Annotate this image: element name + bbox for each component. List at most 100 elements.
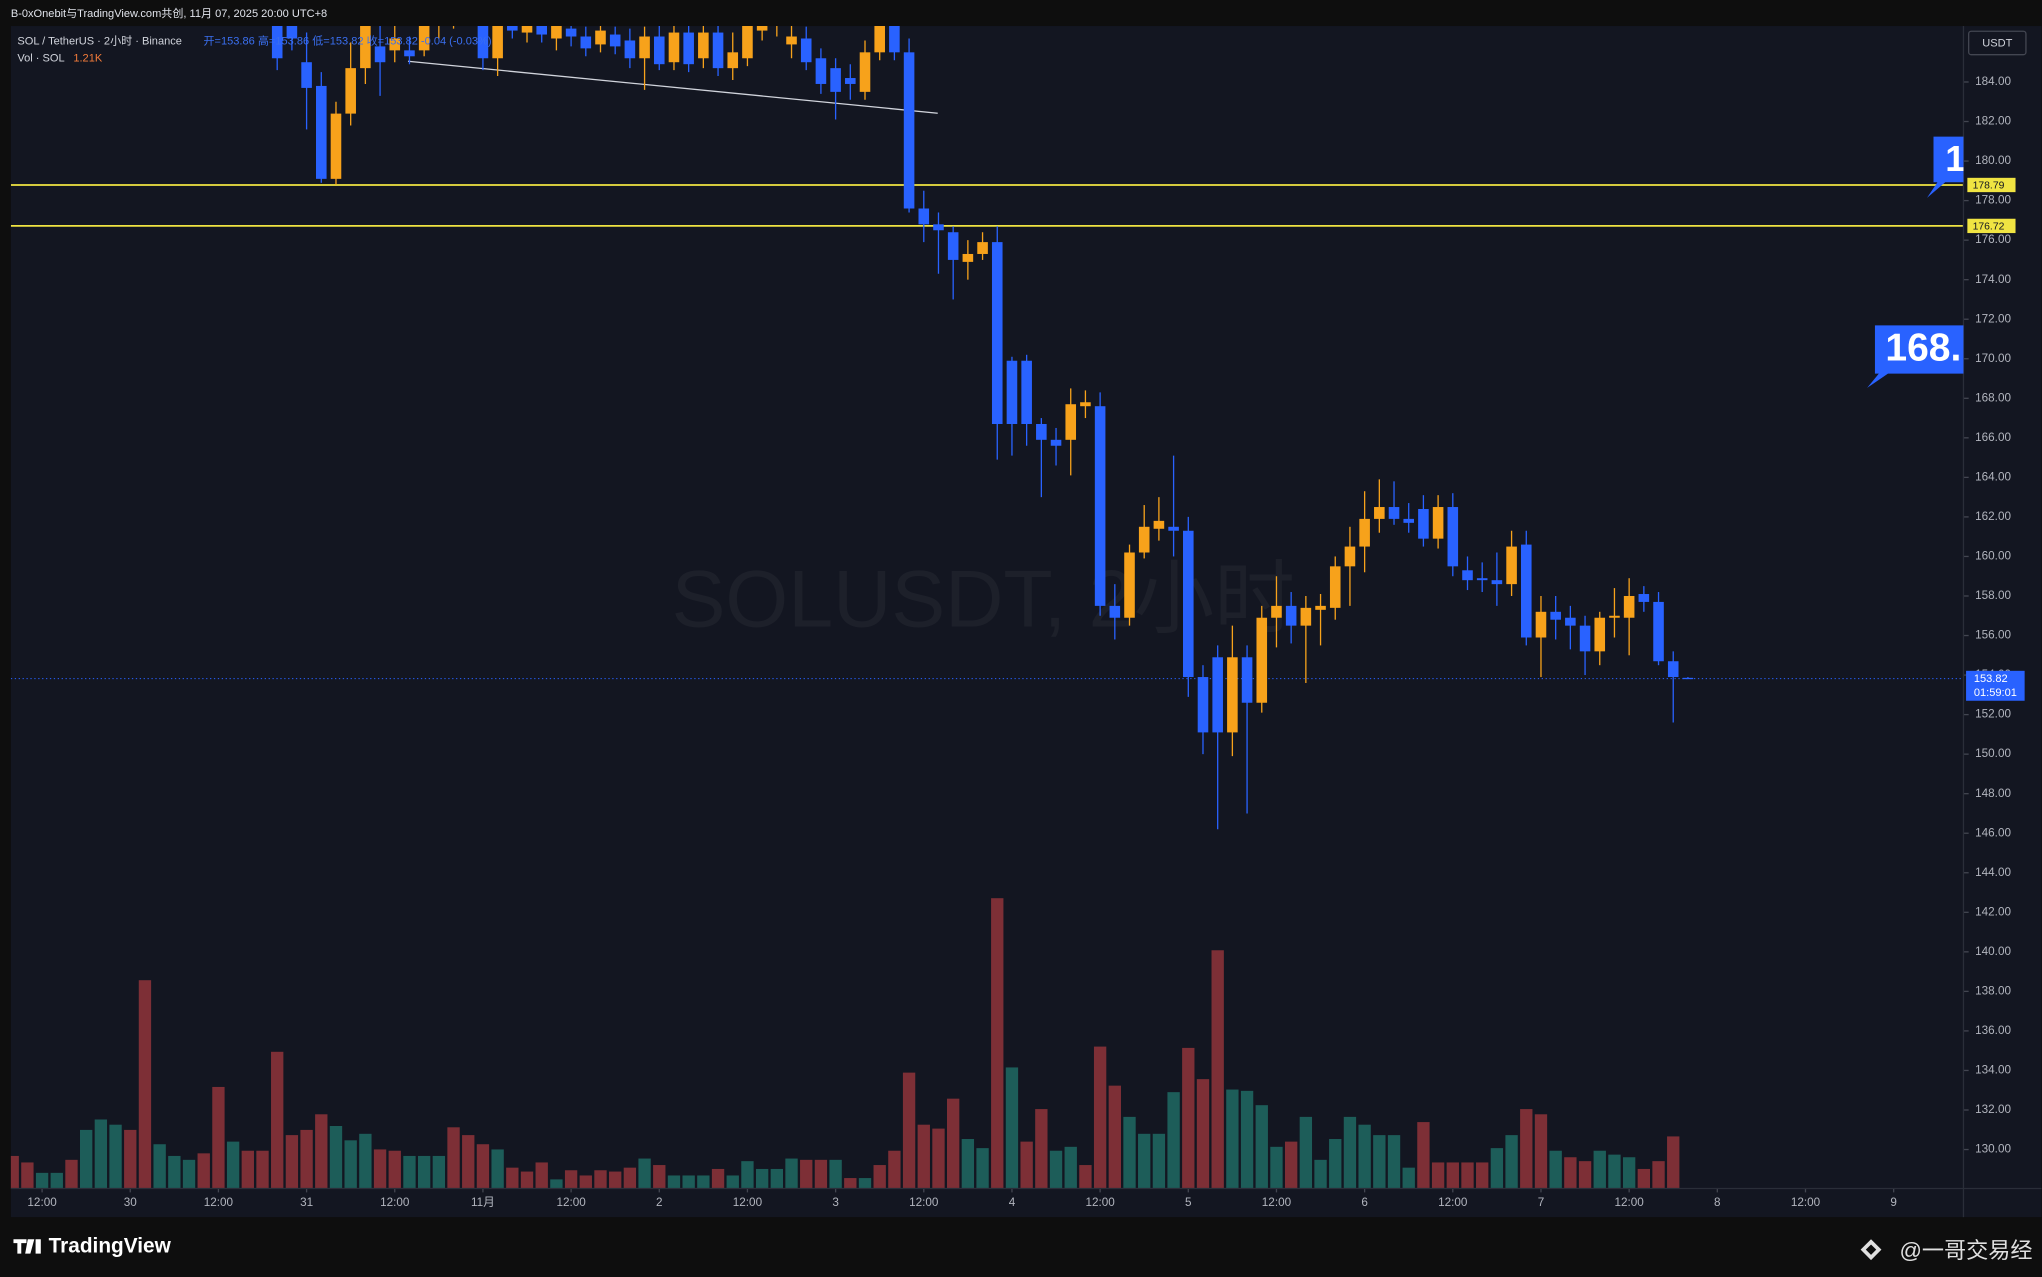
y-tick-label: 184.00 <box>1975 75 2011 88</box>
candle-body <box>1153 520 1165 529</box>
candle-body <box>1565 617 1576 626</box>
volume-bar <box>124 1129 137 1189</box>
candle-body <box>1197 677 1209 733</box>
volume-bar <box>1343 1116 1357 1189</box>
candle-body <box>727 52 739 69</box>
candle-body <box>595 30 606 45</box>
currency-box <box>1968 30 2027 56</box>
candle-body <box>1462 570 1473 581</box>
symbol-legend: SOL / TetherUS · 2小时 · Binance <box>17 35 182 48</box>
candle-body <box>815 58 827 84</box>
candle-body <box>1623 595 1635 618</box>
volume-bar <box>256 1150 269 1189</box>
volume-bar <box>1108 1085 1121 1189</box>
candle-body <box>374 46 386 63</box>
volume-bar <box>1402 1167 1415 1189</box>
volume-bar <box>726 1175 739 1189</box>
volume-bar <box>609 1171 622 1189</box>
candle-body <box>668 32 680 63</box>
candle-body <box>653 36 665 65</box>
volume-bar <box>976 1148 989 1189</box>
candle-body <box>1374 507 1385 519</box>
volume-bar <box>1373 1135 1386 1189</box>
candle-body <box>712 32 724 69</box>
volume-bar <box>1593 1150 1606 1189</box>
candle-body <box>345 68 356 114</box>
y-tick-label: 152.00 <box>1975 708 2011 721</box>
volume-bar <box>344 1140 357 1189</box>
last-price-label: 153.82 <box>1974 673 2008 685</box>
y-tick-label: 166.00 <box>1975 431 2011 444</box>
candle-body <box>301 62 312 88</box>
chart-title: B-0xOnebit与TradingView.com共创, 11月 07, 20… <box>11 7 327 20</box>
callout-box <box>1927 136 1964 198</box>
volume-bar <box>579 1175 592 1189</box>
volume-bar <box>329 1125 343 1189</box>
candle-body <box>977 242 988 254</box>
x-tick-label: 6 <box>1361 1196 1368 1209</box>
volume-bar <box>902 1072 916 1189</box>
candle-body <box>271 26 283 59</box>
volume-bar <box>462 1135 475 1189</box>
candle-body <box>1094 406 1106 606</box>
candle-body <box>1344 546 1356 567</box>
volume-bar <box>1211 950 1224 1189</box>
x-tick-label: 2 <box>656 1196 663 1209</box>
volume-bar <box>697 1175 710 1189</box>
candle-body <box>1388 507 1400 519</box>
volume-bar <box>285 1135 299 1189</box>
logo-icon <box>13 1239 41 1254</box>
volume-bar <box>315 1114 328 1189</box>
volume-bar <box>682 1175 695 1189</box>
candle-body <box>389 38 401 51</box>
volume-bar <box>520 1171 534 1189</box>
callout-box <box>1867 325 1964 388</box>
candle-body <box>742 26 753 59</box>
candle-body <box>1124 552 1135 618</box>
x-tick-label: 12:00 <box>733 1196 763 1209</box>
candle-body <box>1653 601 1664 662</box>
volume-bar <box>94 1119 108 1189</box>
volume-bar <box>741 1161 754 1189</box>
volume-bar <box>300 1129 313 1189</box>
x-tick-label: 8 <box>1714 1196 1721 1209</box>
volume-bar <box>1093 1046 1107 1189</box>
candle-body <box>551 26 562 39</box>
y-tick-label: 168.00 <box>1975 391 2011 404</box>
volume-bar <box>153 1144 166 1189</box>
volume-bar <box>667 1175 681 1189</box>
candle-body <box>756 26 768 31</box>
candle-body <box>1491 580 1503 585</box>
y-tick-label: 138.00 <box>1975 984 2011 997</box>
volume-bar <box>564 1170 578 1189</box>
candle-body <box>1241 657 1253 703</box>
y-tick-label: 162.00 <box>1975 510 2011 523</box>
volume-bar <box>1049 1150 1063 1189</box>
y-tick-label: 134.00 <box>1975 1064 2011 1077</box>
volume-bar <box>1667 1136 1680 1189</box>
x-tick-label: 9 <box>1890 1196 1897 1209</box>
volume-bar <box>168 1155 181 1189</box>
volume-bar <box>1240 1090 1254 1189</box>
volume-bar <box>653 1165 666 1189</box>
candle-body <box>286 26 298 39</box>
candle-body <box>1682 677 1694 680</box>
volume-bar <box>1329 1139 1342 1189</box>
y-tick-label: 180.00 <box>1975 154 2011 167</box>
volume-bar <box>10 1155 19 1189</box>
candle-body <box>1359 518 1370 547</box>
ohlc-legend: 开=153.86 高=153.86 低=153.82 收=153.82 -0.0… <box>204 34 492 48</box>
volume-bar <box>1284 1141 1298 1189</box>
x-tick-label: 12:00 <box>204 1196 234 1209</box>
volume-bar <box>65 1159 78 1189</box>
volume-bar <box>109 1124 122 1189</box>
x-tick-label: 12:00 <box>380 1196 410 1209</box>
volume-bar <box>814 1159 828 1189</box>
volume-bar <box>1064 1146 1077 1189</box>
candle-body <box>1271 605 1282 618</box>
volume-bar <box>1196 1079 1210 1189</box>
y-tick-label: 136.00 <box>1975 1024 2011 1037</box>
y-tick-label: 172.00 <box>1975 312 2011 325</box>
